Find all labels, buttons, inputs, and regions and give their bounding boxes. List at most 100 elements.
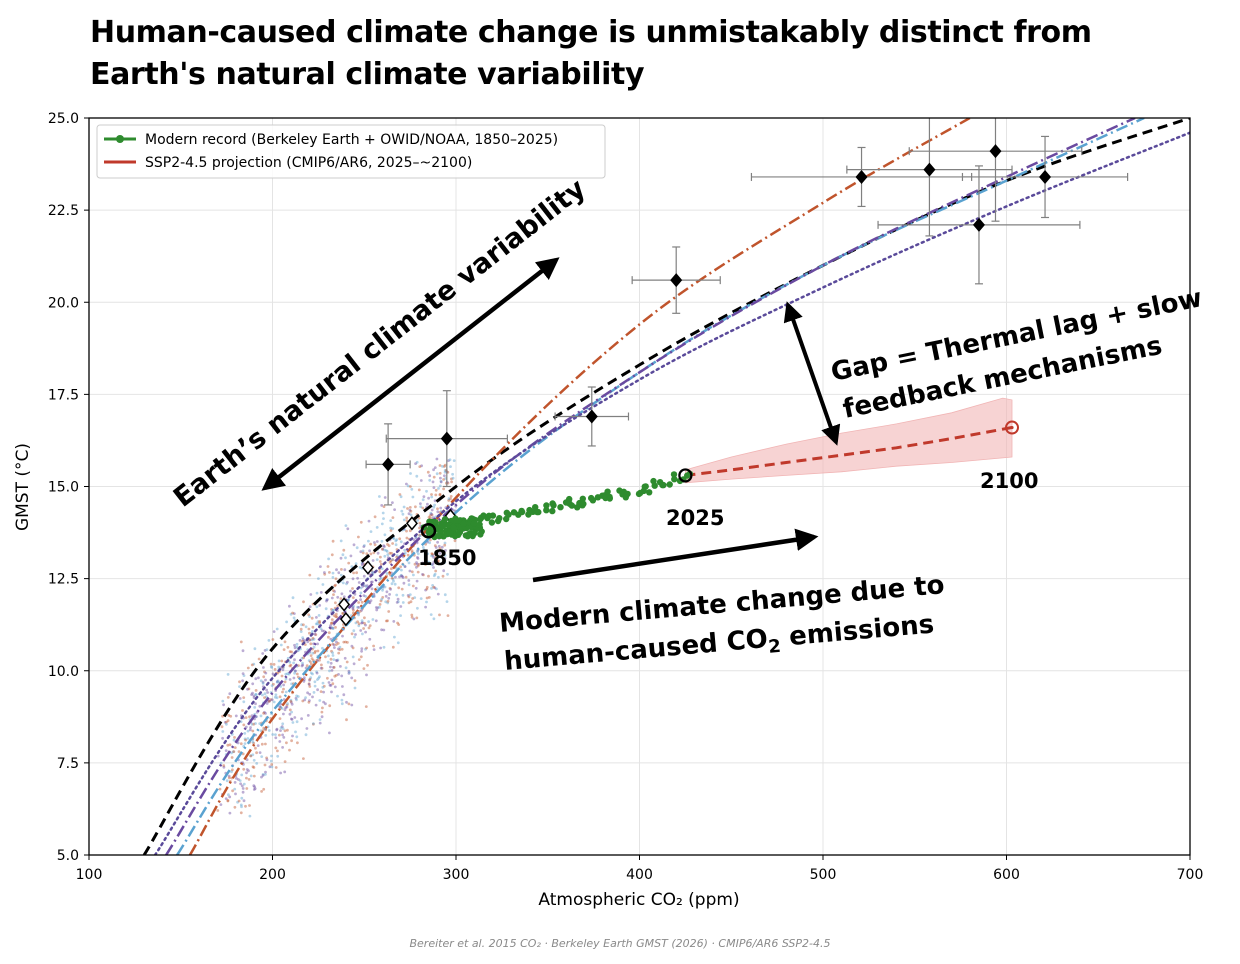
x-tick-label: 100 xyxy=(76,867,103,883)
cloud-point xyxy=(260,742,264,746)
cloud-point xyxy=(333,584,336,588)
cloud-point xyxy=(429,613,433,616)
cloud-point xyxy=(246,729,250,733)
modern-record-point xyxy=(550,502,557,509)
cloud-point xyxy=(245,771,248,775)
cloud-point xyxy=(395,538,399,542)
cloud-point xyxy=(390,582,394,586)
cloud-point xyxy=(436,507,439,511)
cloud-point xyxy=(357,606,361,609)
cloud-point xyxy=(306,714,310,717)
cloud-point xyxy=(398,575,401,579)
cloud-point xyxy=(339,573,343,577)
cloud-point xyxy=(421,498,425,502)
cloud-point xyxy=(309,593,313,596)
cloud-point xyxy=(376,551,380,555)
cloud-point xyxy=(280,674,284,678)
cloud-point xyxy=(308,638,312,642)
scatter-cloud xyxy=(216,457,458,818)
cloud-point xyxy=(245,776,248,780)
cloud-point xyxy=(328,704,332,708)
cloud-point xyxy=(334,601,337,605)
paleo-point xyxy=(923,162,936,177)
cloud-point xyxy=(307,683,311,686)
cloud-point xyxy=(351,577,355,581)
cloud-point xyxy=(241,679,245,683)
cloud-point xyxy=(421,561,424,565)
cloud-point xyxy=(288,650,292,653)
cloud-point xyxy=(301,638,305,641)
cloud-point xyxy=(392,537,396,540)
cloud-point xyxy=(261,652,265,655)
cloud-point xyxy=(306,691,309,695)
cloud-point xyxy=(390,558,394,561)
cloud-point xyxy=(383,533,387,537)
cloud-point xyxy=(388,551,392,555)
cloud-point xyxy=(416,519,419,522)
cloud-point xyxy=(295,645,299,649)
cloud-point xyxy=(447,497,451,501)
cloud-point xyxy=(318,721,322,725)
cloud-point xyxy=(294,696,298,700)
cloud-point xyxy=(346,641,349,644)
cloud-point xyxy=(340,674,344,678)
cloud-point xyxy=(399,614,402,617)
cloud-point xyxy=(313,684,317,688)
cloud-point xyxy=(384,600,388,604)
cloud-point xyxy=(231,768,234,772)
cloud-point xyxy=(375,558,379,561)
cloud-point xyxy=(411,584,415,588)
modern-record-point xyxy=(446,528,454,536)
cloud-point xyxy=(446,614,450,617)
cloud-point xyxy=(277,659,281,663)
cloud-point xyxy=(286,645,290,649)
cloud-point xyxy=(367,620,370,623)
cloud-point xyxy=(432,560,436,564)
cloud-point xyxy=(313,632,317,636)
cloud-point xyxy=(432,574,436,578)
cloud-point xyxy=(300,656,304,660)
cloud-point xyxy=(251,682,255,686)
cloud-point xyxy=(375,540,379,543)
cloud-point xyxy=(405,516,409,520)
modern-change-arrow xyxy=(532,528,819,583)
modern-record-point xyxy=(606,495,613,502)
cloud-point xyxy=(347,598,351,601)
projection-end-marker-2100 xyxy=(1005,420,1020,435)
cloud-point xyxy=(381,588,384,592)
cloud-point xyxy=(432,585,436,589)
cloud-point xyxy=(344,556,347,560)
y-tick-label: 22.5 xyxy=(48,203,79,219)
cloud-point xyxy=(394,539,398,543)
cloud-point xyxy=(218,787,222,791)
cloud-point xyxy=(450,480,453,484)
cloud-point xyxy=(236,741,240,745)
cloud-point xyxy=(248,715,251,719)
cloud-point xyxy=(258,722,262,725)
cloud-point xyxy=(379,599,383,603)
cloud-point xyxy=(222,765,226,769)
cloud-point xyxy=(268,765,272,769)
cloud-point xyxy=(228,811,232,815)
cloud-point xyxy=(434,560,438,563)
ice-core-point xyxy=(361,560,374,575)
cloud-point xyxy=(312,645,316,649)
cloud-point xyxy=(372,644,375,648)
cloud-point xyxy=(301,663,305,667)
cloud-point xyxy=(383,548,386,552)
cloud-point xyxy=(269,759,273,763)
cloud-point xyxy=(279,726,283,730)
cloud-point xyxy=(323,572,327,576)
cloud-point xyxy=(357,658,361,661)
cloud-point xyxy=(290,718,294,721)
cloud-point xyxy=(253,787,257,790)
modern-record-point xyxy=(588,494,595,502)
cloud-point xyxy=(281,746,284,749)
cloud-point xyxy=(314,622,318,626)
cloud-point xyxy=(447,499,451,502)
cloud-point xyxy=(245,787,249,790)
cloud-point xyxy=(247,778,251,781)
cloud-point xyxy=(270,684,274,687)
cloud-point xyxy=(428,478,432,482)
cloud-point xyxy=(332,614,336,617)
